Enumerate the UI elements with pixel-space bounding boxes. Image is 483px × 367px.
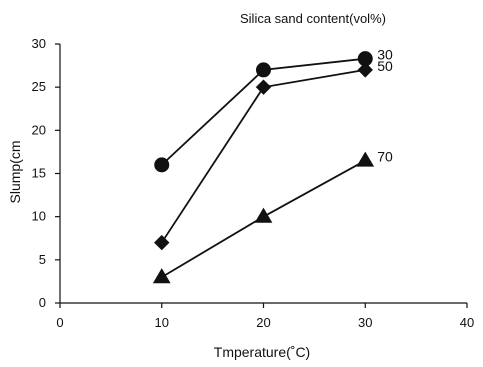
data-point-circle — [154, 157, 170, 173]
series-label-70: 70 — [377, 149, 393, 165]
data-point-diamond — [154, 234, 170, 251]
data-point-diamond — [255, 79, 272, 95]
series-layer — [152, 51, 375, 284]
y-tick-label: 15 — [32, 166, 46, 181]
data-point-diamond — [357, 62, 373, 78]
data-point-triangle — [254, 207, 273, 223]
y-tick-label: 5 — [39, 252, 46, 267]
data-point-triangle — [152, 268, 171, 284]
series-label-50: 50 — [377, 58, 393, 74]
x-tick-label: 20 — [256, 315, 270, 330]
y-tick-label: 20 — [32, 122, 46, 137]
y-tick-label: 30 — [32, 36, 46, 51]
x-axis-label: Tmperature(˚C) — [214, 344, 310, 360]
legend-title: Silica sand content(vol%) — [240, 11, 386, 26]
y-axis-label: Slump(cm — [7, 140, 23, 203]
series-label-30: 30 — [377, 47, 393, 63]
ticks-layer: 0 10 20 30 40 0 5 10 15 20 25 30 — [32, 36, 475, 330]
data-point-circle — [256, 62, 271, 78]
y-tick-label: 25 — [32, 79, 46, 94]
data-point-triangle — [356, 151, 375, 167]
x-tick-label: 40 — [460, 315, 474, 330]
x-tick-label: 30 — [358, 315, 372, 330]
x-tick-label: 10 — [155, 315, 169, 330]
y-tick-label: 10 — [32, 209, 46, 224]
x-tick-label: 0 — [56, 315, 63, 330]
y-tick-label: 0 — [39, 295, 46, 310]
